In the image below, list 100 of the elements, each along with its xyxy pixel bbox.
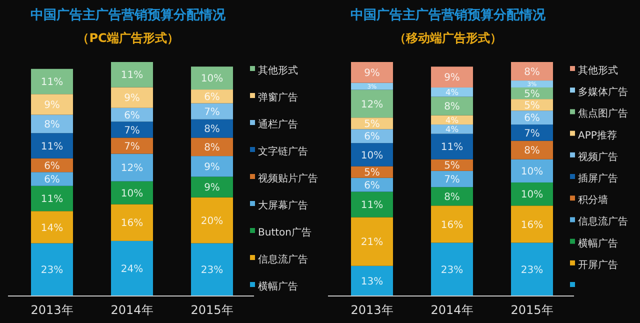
- bar: [111, 204, 153, 241]
- legend-label: 横幅广告: [578, 237, 618, 250]
- data-label: 5%: [364, 168, 380, 179]
- data-label: 7%: [524, 128, 540, 140]
- data-label: 12%: [120, 163, 144, 174]
- bar: [351, 62, 393, 83]
- bar: [191, 156, 233, 177]
- bar: [111, 138, 153, 154]
- data-label: 23%: [40, 265, 64, 276]
- data-label: 13%: [360, 276, 384, 288]
- data-label: 23%: [440, 264, 464, 276]
- data-label: 9%: [364, 68, 380, 80]
- data-label: 8%: [524, 66, 540, 78]
- data-label: 11%: [40, 194, 64, 206]
- legend-label: 视频贴片广告: [258, 172, 318, 184]
- bar: [31, 243, 73, 296]
- legend-label: Button广告: [258, 226, 312, 238]
- data-label: 8%: [44, 120, 60, 131]
- data-label: 9%: [44, 100, 60, 112]
- data-label: 23%: [520, 264, 544, 276]
- data-label: 9%: [124, 93, 140, 104]
- data-label: 11%: [40, 141, 64, 152]
- legend-label: 视频广告: [578, 150, 618, 163]
- bar: [191, 138, 233, 156]
- chart-subtitle: （移动端广告形式）: [394, 31, 502, 45]
- data-label: 9%: [204, 162, 220, 173]
- x-tick-label: 2015年: [190, 303, 234, 317]
- bar: [431, 66, 473, 88]
- data-label: 8%: [444, 192, 460, 203]
- data-label: 10%: [200, 74, 224, 85]
- bar: [351, 217, 393, 266]
- legend-label: 大屏幕广告: [258, 200, 308, 212]
- data-label: 6%: [124, 110, 140, 122]
- legend-label: 积分墙: [578, 194, 608, 206]
- data-label: 6%: [524, 113, 540, 124]
- data-label: 6%: [44, 174, 60, 186]
- legend-label: 其他形式: [578, 64, 618, 76]
- bar: [351, 266, 393, 296]
- legend-label: 信息流广告: [578, 216, 628, 228]
- legend-label: APP推荐: [578, 129, 617, 142]
- x-tick-label: 2014年: [110, 303, 154, 317]
- data-label: 6%: [364, 132, 380, 143]
- bar: [191, 90, 233, 104]
- data-label: 9%: [444, 72, 460, 84]
- data-label: 10%: [520, 190, 544, 201]
- data-label: 8%: [444, 102, 460, 113]
- bar: [31, 133, 73, 158]
- bar: [431, 124, 473, 134]
- bar: [511, 159, 553, 182]
- x-tick-label: 2013年: [30, 303, 74, 317]
- x-tick-label: 2014年: [430, 303, 474, 317]
- data-label: 8%: [204, 124, 220, 136]
- bar: [31, 68, 73, 94]
- data-label: 4%: [445, 124, 459, 134]
- data-label: 6%: [44, 160, 60, 172]
- bar: [431, 187, 473, 206]
- data-label: 11%: [120, 70, 144, 82]
- data-label: 7%: [204, 106, 220, 118]
- bar: [431, 170, 473, 188]
- bar: [351, 192, 393, 218]
- legend-label: 通栏广告: [258, 118, 298, 130]
- legend-label: 开屏广告: [578, 258, 618, 271]
- bar: [431, 242, 473, 296]
- bar: [511, 62, 553, 81]
- bar: [111, 181, 153, 204]
- bar: [351, 82, 393, 90]
- data-label: 11%: [360, 200, 384, 212]
- data-label: 4%: [445, 114, 459, 125]
- bar: [511, 140, 553, 160]
- legend-label: 插屏广告: [578, 172, 618, 184]
- data-label: 7%: [124, 125, 140, 136]
- bar: [431, 96, 473, 116]
- data-label: 5%: [364, 118, 380, 130]
- bar: [191, 176, 233, 198]
- legend-label: 横幅广告: [258, 280, 298, 292]
- bar: [111, 87, 153, 108]
- data-label: 20%: [200, 216, 224, 227]
- data-label: 10%: [120, 188, 144, 200]
- bar: [431, 87, 473, 97]
- bar: [431, 206, 473, 243]
- bar: [511, 124, 553, 141]
- bar: [511, 80, 553, 88]
- bar: [431, 134, 473, 160]
- chart-subtitle: （PC端广告形式）: [77, 31, 179, 45]
- bar: [511, 206, 553, 243]
- legend-label: 文字链广告: [258, 146, 308, 158]
- bar: [31, 172, 73, 186]
- bar: [351, 90, 393, 118]
- data-label: 8%: [204, 142, 220, 154]
- data-label: 9%: [204, 182, 220, 194]
- legend-label: 其他形式: [258, 64, 298, 76]
- data-label: 10%: [360, 150, 384, 162]
- data-label: 7%: [444, 174, 460, 186]
- data-label: 12%: [360, 99, 384, 110]
- bar: [31, 211, 73, 244]
- bar: [31, 94, 73, 115]
- data-label: 14%: [40, 222, 64, 234]
- bar: [191, 103, 233, 120]
- data-label: 5%: [524, 100, 540, 112]
- data-label: 16%: [520, 220, 544, 231]
